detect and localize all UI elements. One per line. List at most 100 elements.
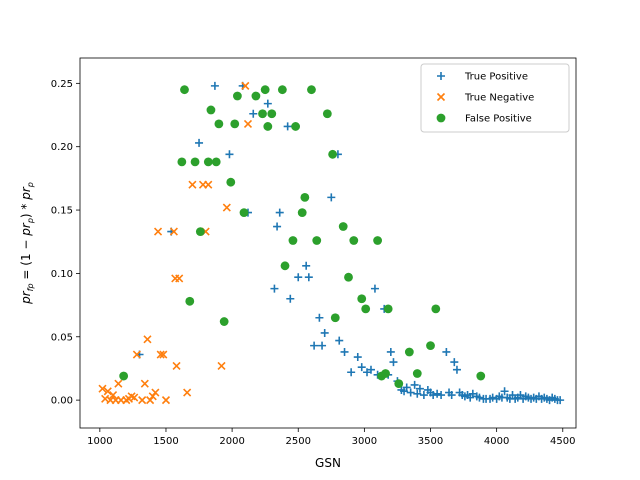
data-point: [327, 193, 336, 202]
legend-item-false-positive: False Positive: [436, 113, 532, 125]
data-point: [370, 284, 379, 293]
data-point: [402, 383, 411, 392]
data-point: [143, 335, 152, 344]
data-point: [206, 105, 216, 115]
data-point: [203, 157, 213, 167]
data-point: [297, 208, 307, 217]
data-point: [304, 273, 313, 282]
data-point: [148, 392, 157, 401]
data-point: [243, 119, 253, 128]
data-point: [437, 391, 446, 400]
data-point: [249, 109, 258, 118]
data-point: [406, 388, 415, 397]
data-point: [318, 341, 327, 350]
data-point: [300, 192, 310, 202]
data-point: [241, 81, 250, 90]
legend-box: [420, 63, 570, 133]
data-point: [426, 341, 435, 351]
series-true-negative: [98, 81, 253, 405]
data-point: [277, 85, 287, 95]
data-point: [251, 91, 261, 101]
data-point: [195, 227, 205, 236]
data-point: [404, 347, 414, 357]
data-point: [219, 317, 229, 326]
data-point: [230, 119, 240, 129]
y-label-close: ): [19, 213, 33, 218]
y-label-lhs: pr: [19, 290, 33, 305]
y-label-pr1-sub: p: [26, 218, 35, 224]
data-point: [307, 85, 316, 95]
data-point: [476, 371, 486, 381]
data-point: [270, 284, 279, 293]
data-point: [161, 396, 171, 405]
data-point: [172, 361, 181, 370]
data-point: [312, 236, 322, 245]
data-point: [386, 347, 395, 356]
data-marks: [98, 81, 565, 405]
data-point: [169, 227, 178, 236]
data-point: [103, 387, 112, 396]
data-point: [109, 390, 118, 400]
legend-item-true-negative: True Negative: [436, 92, 534, 104]
data-point: [275, 208, 284, 217]
data-point: [130, 393, 139, 402]
legend-marker: [436, 92, 446, 102]
x-tick-label: 3500: [418, 436, 443, 447]
data-point: [159, 350, 168, 359]
data-point: [175, 274, 184, 283]
data-point: [500, 387, 509, 396]
y-axis-label: prfp = (1 − prp) * prp: [19, 182, 35, 305]
plot-frame: [79, 57, 577, 429]
data-point: [389, 358, 398, 367]
data-point: [338, 222, 348, 231]
y-label-star: *: [19, 200, 33, 214]
data-point: [195, 138, 204, 147]
data-point: [177, 157, 187, 167]
data-point: [431, 304, 441, 314]
y-label-mid: = (1 −: [19, 236, 33, 284]
x-tick-label: 1500: [153, 436, 178, 447]
x-tick-label: 4000: [484, 436, 509, 447]
data-point: [263, 99, 272, 108]
data-point: [328, 149, 338, 159]
legend-label: True Positive: [464, 72, 528, 83]
data-point: [132, 350, 141, 359]
data-point: [204, 180, 213, 189]
y-tick-label: 0.10: [51, 269, 73, 280]
data-point: [291, 122, 300, 131]
data-point: [330, 313, 340, 323]
data-point: [419, 391, 428, 400]
x-axis-label: GSN: [315, 456, 341, 470]
series-true-positive: [135, 81, 565, 405]
data-point: [98, 384, 107, 393]
y-label-pr1: pr: [19, 222, 33, 237]
data-point: [381, 369, 390, 378]
data-point: [442, 347, 451, 356]
data-point: [225, 150, 234, 159]
data-point: [394, 379, 404, 389]
legend-marker: [436, 113, 446, 123]
data-point: [347, 368, 356, 377]
data-point: [315, 313, 324, 322]
x-tick-label: 3000: [352, 436, 377, 447]
data-point: [410, 380, 419, 389]
data-point: [340, 347, 349, 356]
data-point: [357, 363, 366, 372]
data-point: [190, 157, 200, 167]
data-point: [183, 388, 192, 397]
data-point: [180, 85, 189, 95]
data-point: [232, 91, 242, 101]
legend-marker: [437, 72, 445, 80]
data-point: [357, 294, 367, 304]
data-point: [349, 236, 359, 245]
x-tick-label: 2000: [219, 436, 244, 447]
data-point: [146, 396, 155, 405]
data-point: [302, 261, 311, 270]
y-tick-label: 0.20: [51, 142, 73, 153]
data-point: [140, 379, 149, 388]
y-tick-label: 0.05: [51, 332, 73, 343]
data-point: [185, 296, 195, 306]
y-tick-label: 0.15: [51, 206, 73, 217]
data-point: [119, 371, 129, 381]
